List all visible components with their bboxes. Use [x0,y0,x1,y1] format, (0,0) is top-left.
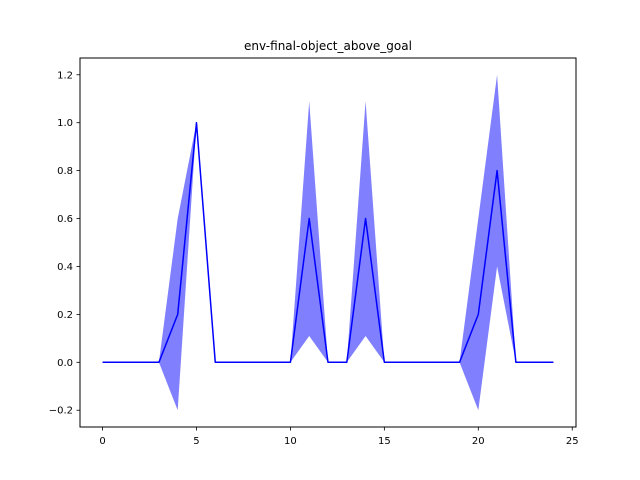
y-tick-label: 0.0 [57,358,73,369]
x-tick-label: 5 [193,436,199,447]
series-line [102,121,554,364]
x-tick-label: 10 [284,436,297,447]
x-tick-label: 25 [566,436,579,447]
x-tick-label: 0 [99,436,105,447]
axes-frame [79,57,577,428]
y-tick-label: 0.6 [57,214,73,225]
y-tick-label: 0.2 [57,310,73,321]
y-axis: −0.2 0.0 0.2 0.4 0.6 0.8 1.0 1.2 [49,70,80,417]
x-tick-label: 15 [378,436,391,447]
plot-area [102,74,554,411]
y-tick-label: 0.4 [57,262,73,273]
y-tick-label: 0.8 [57,166,73,177]
y-tick-label: −0.2 [49,406,73,417]
y-tick-label: 1.0 [57,118,73,129]
y-tick-label: 1.2 [57,70,73,81]
chart-title: env-final-object_above_goal [244,39,412,53]
x-tick-label: 20 [472,436,485,447]
x-axis: 0 5 10 15 20 25 [99,427,579,447]
